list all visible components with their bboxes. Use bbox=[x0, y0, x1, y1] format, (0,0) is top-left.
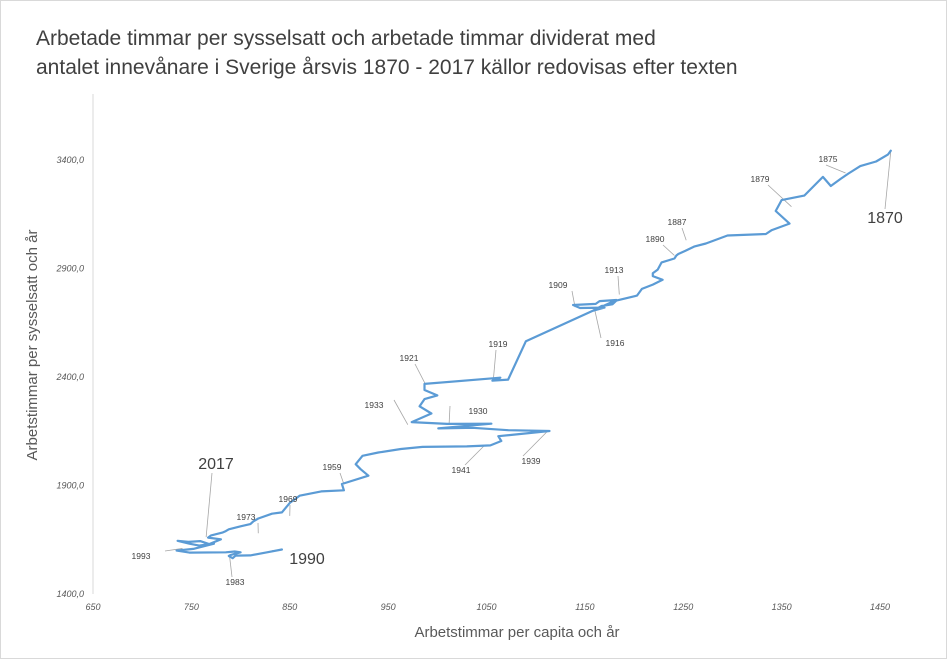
y-tick-label: 1900,0 bbox=[56, 481, 84, 491]
year-label-1939: 1939 bbox=[522, 456, 541, 466]
annotation-leader bbox=[464, 445, 485, 466]
year-label-2017: 2017 bbox=[198, 456, 234, 473]
x-tick-label: 750 bbox=[184, 602, 199, 612]
y-tick-label: 2900,0 bbox=[55, 264, 84, 274]
annotation-leader bbox=[617, 275, 620, 295]
annotation-leader bbox=[825, 164, 846, 174]
x-tick-label: 650 bbox=[85, 602, 100, 612]
chart-title-line-1: Arbetade timmar per sysselsatt och arbet… bbox=[36, 27, 656, 50]
year-label-1969: 1969 bbox=[279, 494, 298, 504]
annotation-leader-lines bbox=[164, 150, 892, 578]
annotation-leader bbox=[681, 227, 687, 241]
x-axis-title: Arbetstimmar per capita och år bbox=[414, 624, 619, 641]
annotation-leader bbox=[164, 548, 183, 552]
annotation-leader bbox=[229, 557, 233, 578]
annotation-leader bbox=[767, 184, 792, 207]
y-axis-title: Arbetstimmar per sysselsatt och år bbox=[24, 230, 41, 461]
year-label-1870: 1870 bbox=[867, 210, 903, 227]
y-tick-label: 2400,0 bbox=[55, 372, 84, 382]
year-label-1875: 1875 bbox=[819, 154, 838, 164]
x-tick-label: 950 bbox=[381, 602, 396, 612]
year-label-1909: 1909 bbox=[549, 280, 568, 290]
annotation-leader bbox=[884, 150, 892, 210]
year-label-1916: 1916 bbox=[606, 338, 625, 348]
x-tick-label: 1150 bbox=[575, 602, 594, 612]
year-label-1930: 1930 bbox=[469, 406, 488, 416]
year-label-1933: 1933 bbox=[365, 400, 384, 410]
year-label-1890: 1890 bbox=[646, 234, 665, 244]
x-tick-label: 1350 bbox=[772, 602, 792, 612]
series-line bbox=[175, 149, 892, 560]
year-label-1879: 1879 bbox=[751, 174, 770, 184]
x-axis-ticks: 650 750 850 950 1050 1150 1250 1350 1450 bbox=[85, 602, 890, 612]
y-axis-ticks: 1400,0 1900,0 2400,0 2900,0 3400,0 bbox=[55, 155, 84, 599]
year-label-1913: 1913 bbox=[605, 265, 624, 275]
x-tick-label: 850 bbox=[282, 602, 297, 612]
x-tick-label: 1450 bbox=[870, 602, 890, 612]
year-label-1973: 1973 bbox=[237, 512, 256, 522]
x-tick-label: 1050 bbox=[476, 602, 496, 612]
y-tick-label: 1400,0 bbox=[56, 589, 84, 599]
annotation-leader bbox=[205, 472, 213, 538]
year-label-1921: 1921 bbox=[400, 353, 419, 363]
year-label-1887: 1887 bbox=[668, 217, 687, 227]
annotation-leader bbox=[594, 309, 602, 339]
year-label-1959: 1959 bbox=[323, 462, 342, 472]
annotation-leader bbox=[414, 363, 426, 385]
annotation-leader bbox=[393, 399, 409, 425]
year-label-1990: 1990 bbox=[289, 551, 325, 568]
annotation-leader bbox=[662, 244, 675, 256]
annotation-leader bbox=[448, 405, 451, 424]
annotation-leader bbox=[522, 430, 548, 457]
y-tick-label: 3400,0 bbox=[56, 155, 84, 165]
chart-title: Arbetade timmar per sysselsatt och arbet… bbox=[36, 24, 916, 82]
year-label-1941: 1941 bbox=[452, 465, 471, 475]
annotation-leader bbox=[492, 349, 497, 380]
year-label-1983: 1983 bbox=[226, 577, 245, 587]
annotation-leader bbox=[339, 472, 345, 485]
x-tick-label: 1250 bbox=[673, 602, 693, 612]
chart-title-line-2: antalet innevånare i Sverige årsvis 1870… bbox=[36, 56, 738, 79]
year-label-1919: 1919 bbox=[489, 339, 508, 349]
year-label-1993: 1993 bbox=[132, 551, 151, 561]
